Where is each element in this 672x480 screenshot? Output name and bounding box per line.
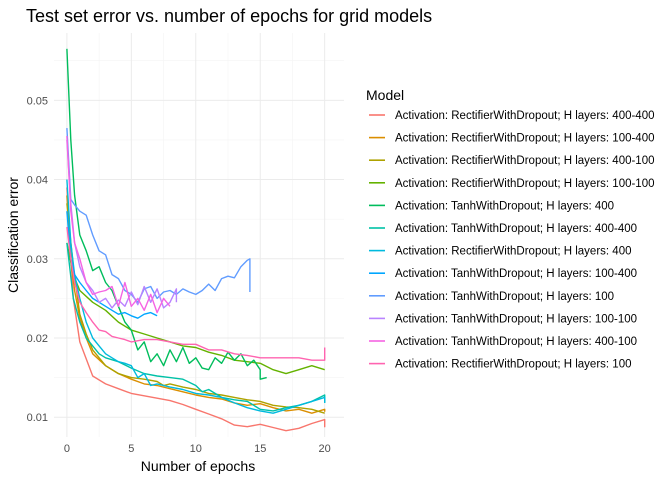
series-line-3	[66, 203, 325, 414]
legend-label: Activation: TanhWithDropout; H layers: 1…	[395, 313, 637, 325]
x-axis-title: Number of epochs	[141, 458, 255, 474]
legend-item: Activation: TanhWithDropout; H layers: 4…	[369, 223, 637, 235]
y-tick-label: 0.03	[27, 254, 48, 266]
legend-item: Activation: TanhWithDropout; H layers: 4…	[369, 200, 614, 212]
x-tick-label: 20	[319, 443, 331, 455]
series-line-11	[66, 135, 171, 314]
x-tick-label: 15	[254, 443, 266, 455]
x-tick-label: 0	[64, 443, 70, 455]
y-tick-label: 0.01	[27, 412, 48, 424]
series-line-1	[66, 187, 326, 432]
legend-item: Activation: RectifierWithDropout; H laye…	[369, 155, 655, 167]
series-line-9	[66, 128, 251, 303]
y-axis-title: Classification error	[5, 177, 21, 293]
series-line-6	[66, 242, 326, 412]
legend: Model Activation: RectifierWithDropout; …	[366, 87, 655, 371]
y-tick-label: 0.02	[27, 333, 48, 345]
series-line-4	[66, 242, 325, 375]
legend-item: Activation: RectifierWithDropout; H laye…	[369, 133, 655, 145]
legend-item: Activation: RectifierWithDropout; H laye…	[369, 178, 655, 190]
legend-label: Activation: RectifierWithDropout; H laye…	[395, 133, 655, 145]
legend-label: Activation: RectifierWithDropout; H laye…	[395, 246, 631, 258]
legend-item: Activation: RectifierWithDropout; H laye…	[369, 359, 631, 371]
legend-label: Activation: RectifierWithDropout; H laye…	[395, 178, 655, 190]
series-line-8	[66, 211, 158, 319]
chart-title: Test set error vs. number of epochs for …	[26, 6, 432, 26]
legend-label: Activation: TanhWithDropout; H layers: 4…	[395, 223, 637, 235]
legend-label: Activation: RectifierWithDropout; H laye…	[395, 359, 631, 371]
legend-item: Activation: TanhWithDropout; H layers: 1…	[369, 291, 614, 303]
series-line-10	[66, 139, 178, 309]
legend-label: Activation: TanhWithDropout; H layers: 4…	[395, 200, 614, 212]
legend-label: Activation: TanhWithDropout; H layers: 4…	[395, 336, 637, 348]
legend-title: Model	[366, 87, 404, 103]
y-tick-label: 0.04	[27, 175, 48, 187]
x-tick-label: 5	[128, 443, 134, 455]
legend-item: Activation: RectifierWithDropout; H laye…	[369, 110, 655, 122]
legend-label: Activation: TanhWithDropout; H layers: 1…	[395, 268, 637, 280]
series-line-7	[66, 179, 326, 414]
x-axis-ticks: 0 5 10 15 20	[64, 443, 331, 455]
series-line-5	[66, 48, 267, 380]
x-tick-label: 10	[190, 443, 202, 455]
series-line-12	[66, 227, 326, 361]
plot-panel	[54, 33, 344, 437]
y-axis-ticks: 0.01 0.02 0.03 0.04 0.05	[27, 95, 48, 424]
legend-item: Activation: TanhWithDropout; H layers: 1…	[369, 268, 637, 280]
y-tick-label: 0.05	[27, 95, 48, 107]
legend-item: Activation: TanhWithDropout; H layers: 1…	[369, 313, 637, 325]
legend-items: Activation: RectifierWithDropout; H laye…	[369, 110, 655, 371]
legend-label: Activation: RectifierWithDropout; H laye…	[395, 110, 655, 122]
legend-item: Activation: RectifierWithDropout; H laye…	[369, 246, 631, 258]
legend-label: Activation: TanhWithDropout; H layers: 1…	[395, 291, 614, 303]
legend-label: Activation: RectifierWithDropout; H laye…	[395, 155, 655, 167]
legend-item: Activation: TanhWithDropout; H layers: 4…	[369, 336, 637, 348]
